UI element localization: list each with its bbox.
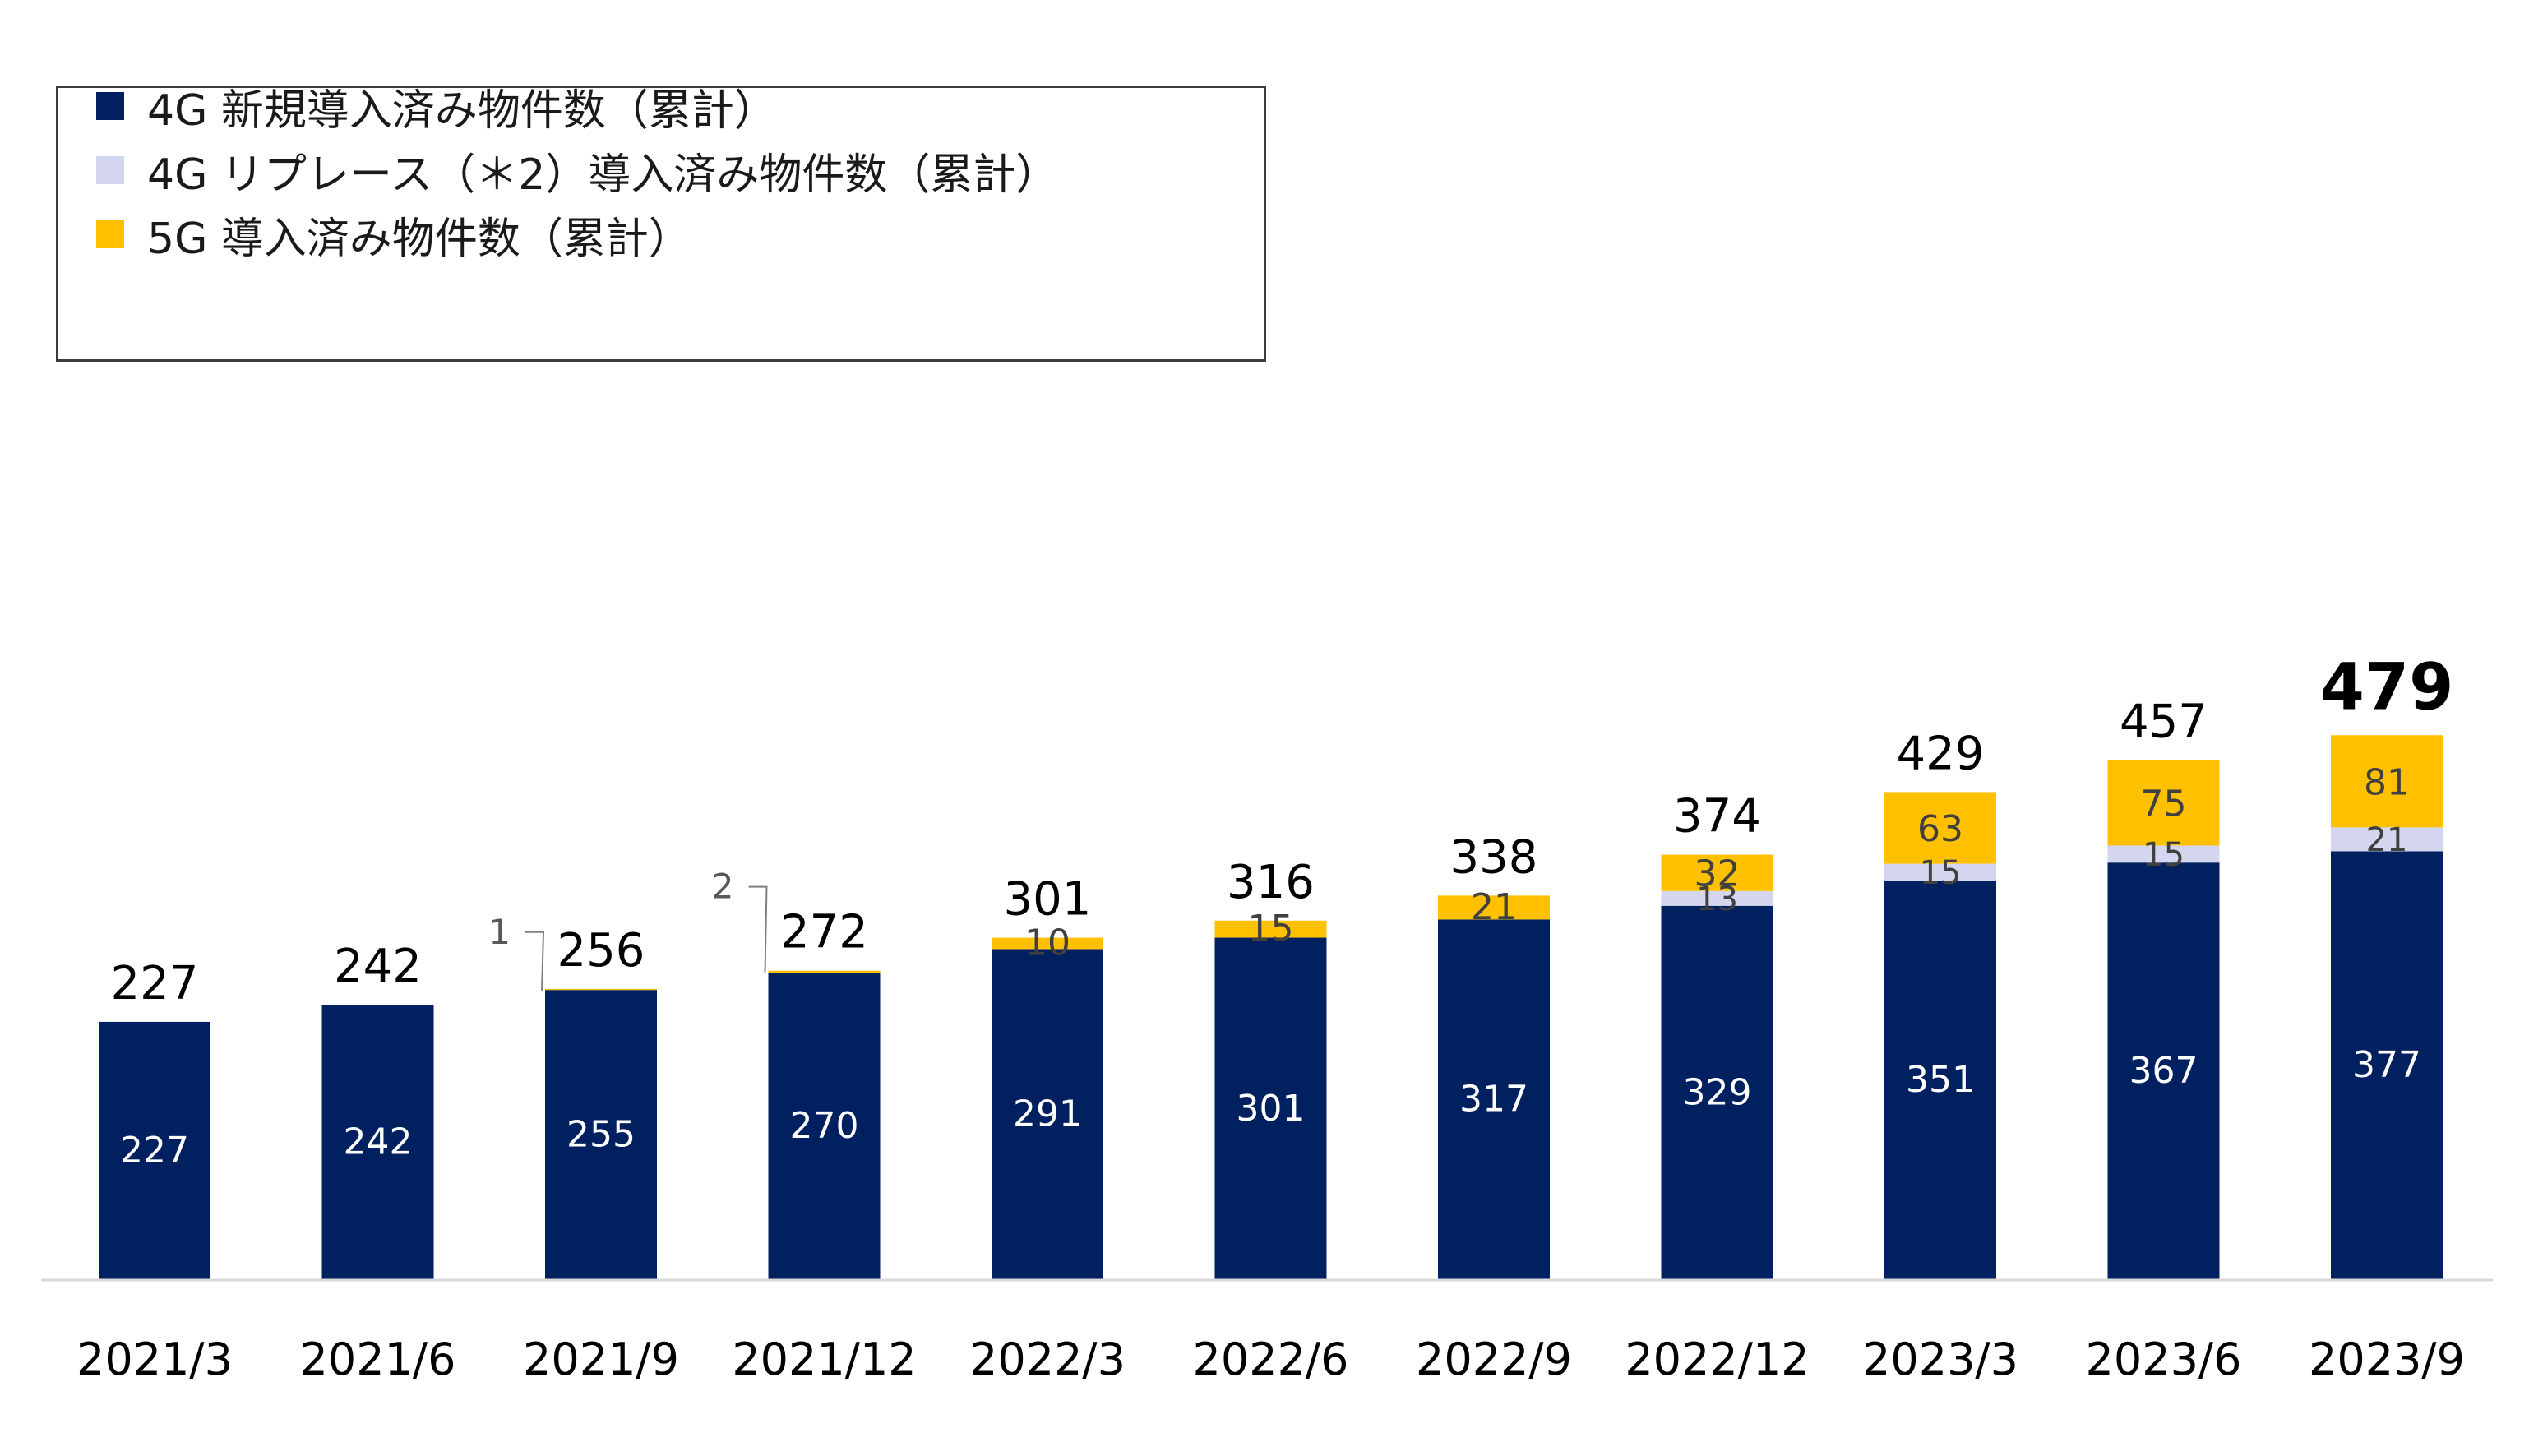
data-label-s0-2021-6: 242 bbox=[344, 1121, 413, 1163]
data-label-s1-2023-3: 15 bbox=[1920, 854, 1962, 892]
data-label-s2-2022-12: 32 bbox=[1694, 853, 1741, 895]
bar-segment-s2-2022-3 bbox=[992, 937, 1103, 950]
leader-line-2021-9 bbox=[525, 931, 545, 991]
bar-segment-s0-2022-12 bbox=[1661, 905, 1773, 1280]
x-tick-label-2021-6: 2021/6 bbox=[300, 1334, 456, 1385]
legend: 4G 新規導入済み物件数（累計） 4G リプレース（＊2）導入済み物件数（累計）… bbox=[56, 86, 1266, 362]
x-tick-label-2021-3: 2021/3 bbox=[76, 1334, 233, 1385]
data-label-s1-2023-9: 21 bbox=[2366, 821, 2408, 859]
bar-segment-s0-2022-9 bbox=[1438, 919, 1550, 1280]
data-label-s2-2022-9: 21 bbox=[1471, 886, 1517, 928]
total-label-2021-9: 256 bbox=[557, 924, 645, 978]
bar-segment-s1-2023-3 bbox=[1884, 863, 1996, 881]
data-label-s2-2022-6: 15 bbox=[1248, 908, 1294, 950]
data-label-s2-2023-6: 75 bbox=[2141, 783, 2187, 825]
bar-segment-s0-2022-3 bbox=[992, 949, 1103, 1280]
legend-item-4g-replace: 4G リプレース（＊2）導入済み物件数（累計） bbox=[96, 138, 1058, 202]
bar-segment-s2-2023-6 bbox=[2107, 760, 2220, 846]
legend-label-4g-replace: 4G リプレース（＊2）導入済み物件数（累計） bbox=[147, 150, 1059, 200]
data-label-s0-2023-6: 367 bbox=[2129, 1050, 2198, 1092]
data-label-s0-2023-3: 351 bbox=[1906, 1059, 1975, 1101]
bars-layer bbox=[99, 735, 2443, 1280]
x-tick-label-2022-12: 2022/12 bbox=[1625, 1334, 1809, 1385]
x-tick-label-2022-9: 2022/9 bbox=[1416, 1334, 1572, 1385]
bar-segment-s0-2021-3 bbox=[99, 1021, 210, 1280]
total-label-2022-12: 374 bbox=[1673, 790, 1761, 844]
data-label-s2-2021-9: 1 bbox=[488, 912, 511, 952]
total-label-2022-6: 316 bbox=[1227, 856, 1315, 909]
data-label-s1-2022-12: 13 bbox=[1696, 881, 1738, 918]
legend-swatch-4g-new bbox=[96, 92, 124, 120]
bar-segment-s1-2023-6 bbox=[2107, 845, 2220, 863]
leader-line-2021-12 bbox=[748, 885, 768, 973]
total-label-2023-3: 429 bbox=[1897, 727, 1985, 780]
total-label-2022-3: 301 bbox=[1004, 873, 1092, 927]
legend-swatch-4g-replace bbox=[96, 156, 124, 184]
legend-label-5g: 5G 導入済み物件数（累計） bbox=[147, 214, 691, 264]
legend-item-4g-new: 4G 新規導入済み物件数（累計） bbox=[96, 74, 777, 138]
total-label-2021-3: 227 bbox=[111, 957, 199, 1010]
bar-segment-s0-2021-9 bbox=[545, 990, 657, 1280]
x-tick-label-2023-3: 2023/3 bbox=[1862, 1334, 2018, 1385]
bar-segment-s2-2022-6 bbox=[1214, 920, 1327, 938]
total-label-2022-9: 338 bbox=[1450, 830, 1538, 884]
x-tick-label-2023-9: 2023/9 bbox=[2309, 1334, 2465, 1385]
total-label-2021-12: 272 bbox=[780, 906, 868, 959]
data-label-s2-2022-3: 10 bbox=[1024, 922, 1070, 964]
x-tick-label-2022-6: 2022/6 bbox=[1193, 1334, 1349, 1385]
legend-swatch-5g bbox=[96, 220, 124, 248]
bar-segment-s1-2023-9 bbox=[2331, 827, 2443, 852]
x-tick-label-2021-9: 2021/9 bbox=[523, 1334, 679, 1385]
x-tick-labels: 2021/3 2021/6 2021/9 2021/12 2022/3 2022/6 202… bbox=[76, 1334, 2465, 1385]
data-label-s0-2022-6: 301 bbox=[1237, 1088, 1306, 1130]
bar-segment-s1-2022-12 bbox=[1661, 890, 1773, 906]
data-label-s2-2023-9: 81 bbox=[2364, 761, 2410, 803]
bar-segment-s2-2023-3 bbox=[1884, 792, 1996, 864]
data-label-s0-2022-9: 317 bbox=[1459, 1079, 1528, 1121]
x-tick-label-2021-12: 2021/12 bbox=[732, 1334, 916, 1385]
bar-segment-s2-2022-12 bbox=[1661, 854, 1773, 891]
total-label-2021-6: 242 bbox=[334, 940, 422, 993]
bar-segment-s2-2021-9 bbox=[545, 988, 657, 991]
bar-segment-s2-2022-9 bbox=[1438, 895, 1550, 920]
bar-segment-s0-2023-3 bbox=[1884, 881, 1996, 1280]
data-label-s0-2021-12: 270 bbox=[790, 1105, 859, 1147]
legend-label-4g-new: 4G 新規導入済み物件数（累計） bbox=[147, 86, 777, 136]
bar-segment-s2-2021-12 bbox=[768, 970, 881, 973]
data-label-s0-2021-3: 227 bbox=[120, 1130, 189, 1172]
data-label-s0-2023-9: 377 bbox=[2352, 1044, 2421, 1086]
data-label-s0-2022-3: 291 bbox=[1013, 1093, 1082, 1135]
total-label-2023-6: 457 bbox=[2120, 696, 2208, 749]
data-label-s2-2023-3: 63 bbox=[1917, 808, 1963, 850]
data-label-s0-2022-12: 329 bbox=[1683, 1071, 1752, 1113]
bar-segment-s0-2021-12 bbox=[768, 973, 881, 1280]
bar-segment-s0-2023-9 bbox=[2331, 851, 2443, 1280]
bar-segment-s0-2021-6 bbox=[321, 1005, 434, 1280]
bar-segment-s0-2022-6 bbox=[1214, 937, 1327, 1280]
total-label-2023-9: 479 bbox=[2320, 650, 2454, 724]
bar-segment-s0-2023-6 bbox=[2107, 862, 2220, 1280]
bar-segment-s2-2023-9 bbox=[2331, 735, 2443, 828]
legend-item-5g: 5G 導入済み物件数（累計） bbox=[96, 202, 691, 266]
x-tick-label-2023-6: 2023/6 bbox=[2086, 1334, 2242, 1385]
data-label-s1-2023-6: 15 bbox=[2143, 836, 2185, 874]
x-tick-label-2022-3: 2022/3 bbox=[969, 1334, 1126, 1385]
data-label-s2-2021-12: 2 bbox=[712, 867, 734, 907]
data-label-s0-2021-9: 255 bbox=[566, 1114, 636, 1156]
